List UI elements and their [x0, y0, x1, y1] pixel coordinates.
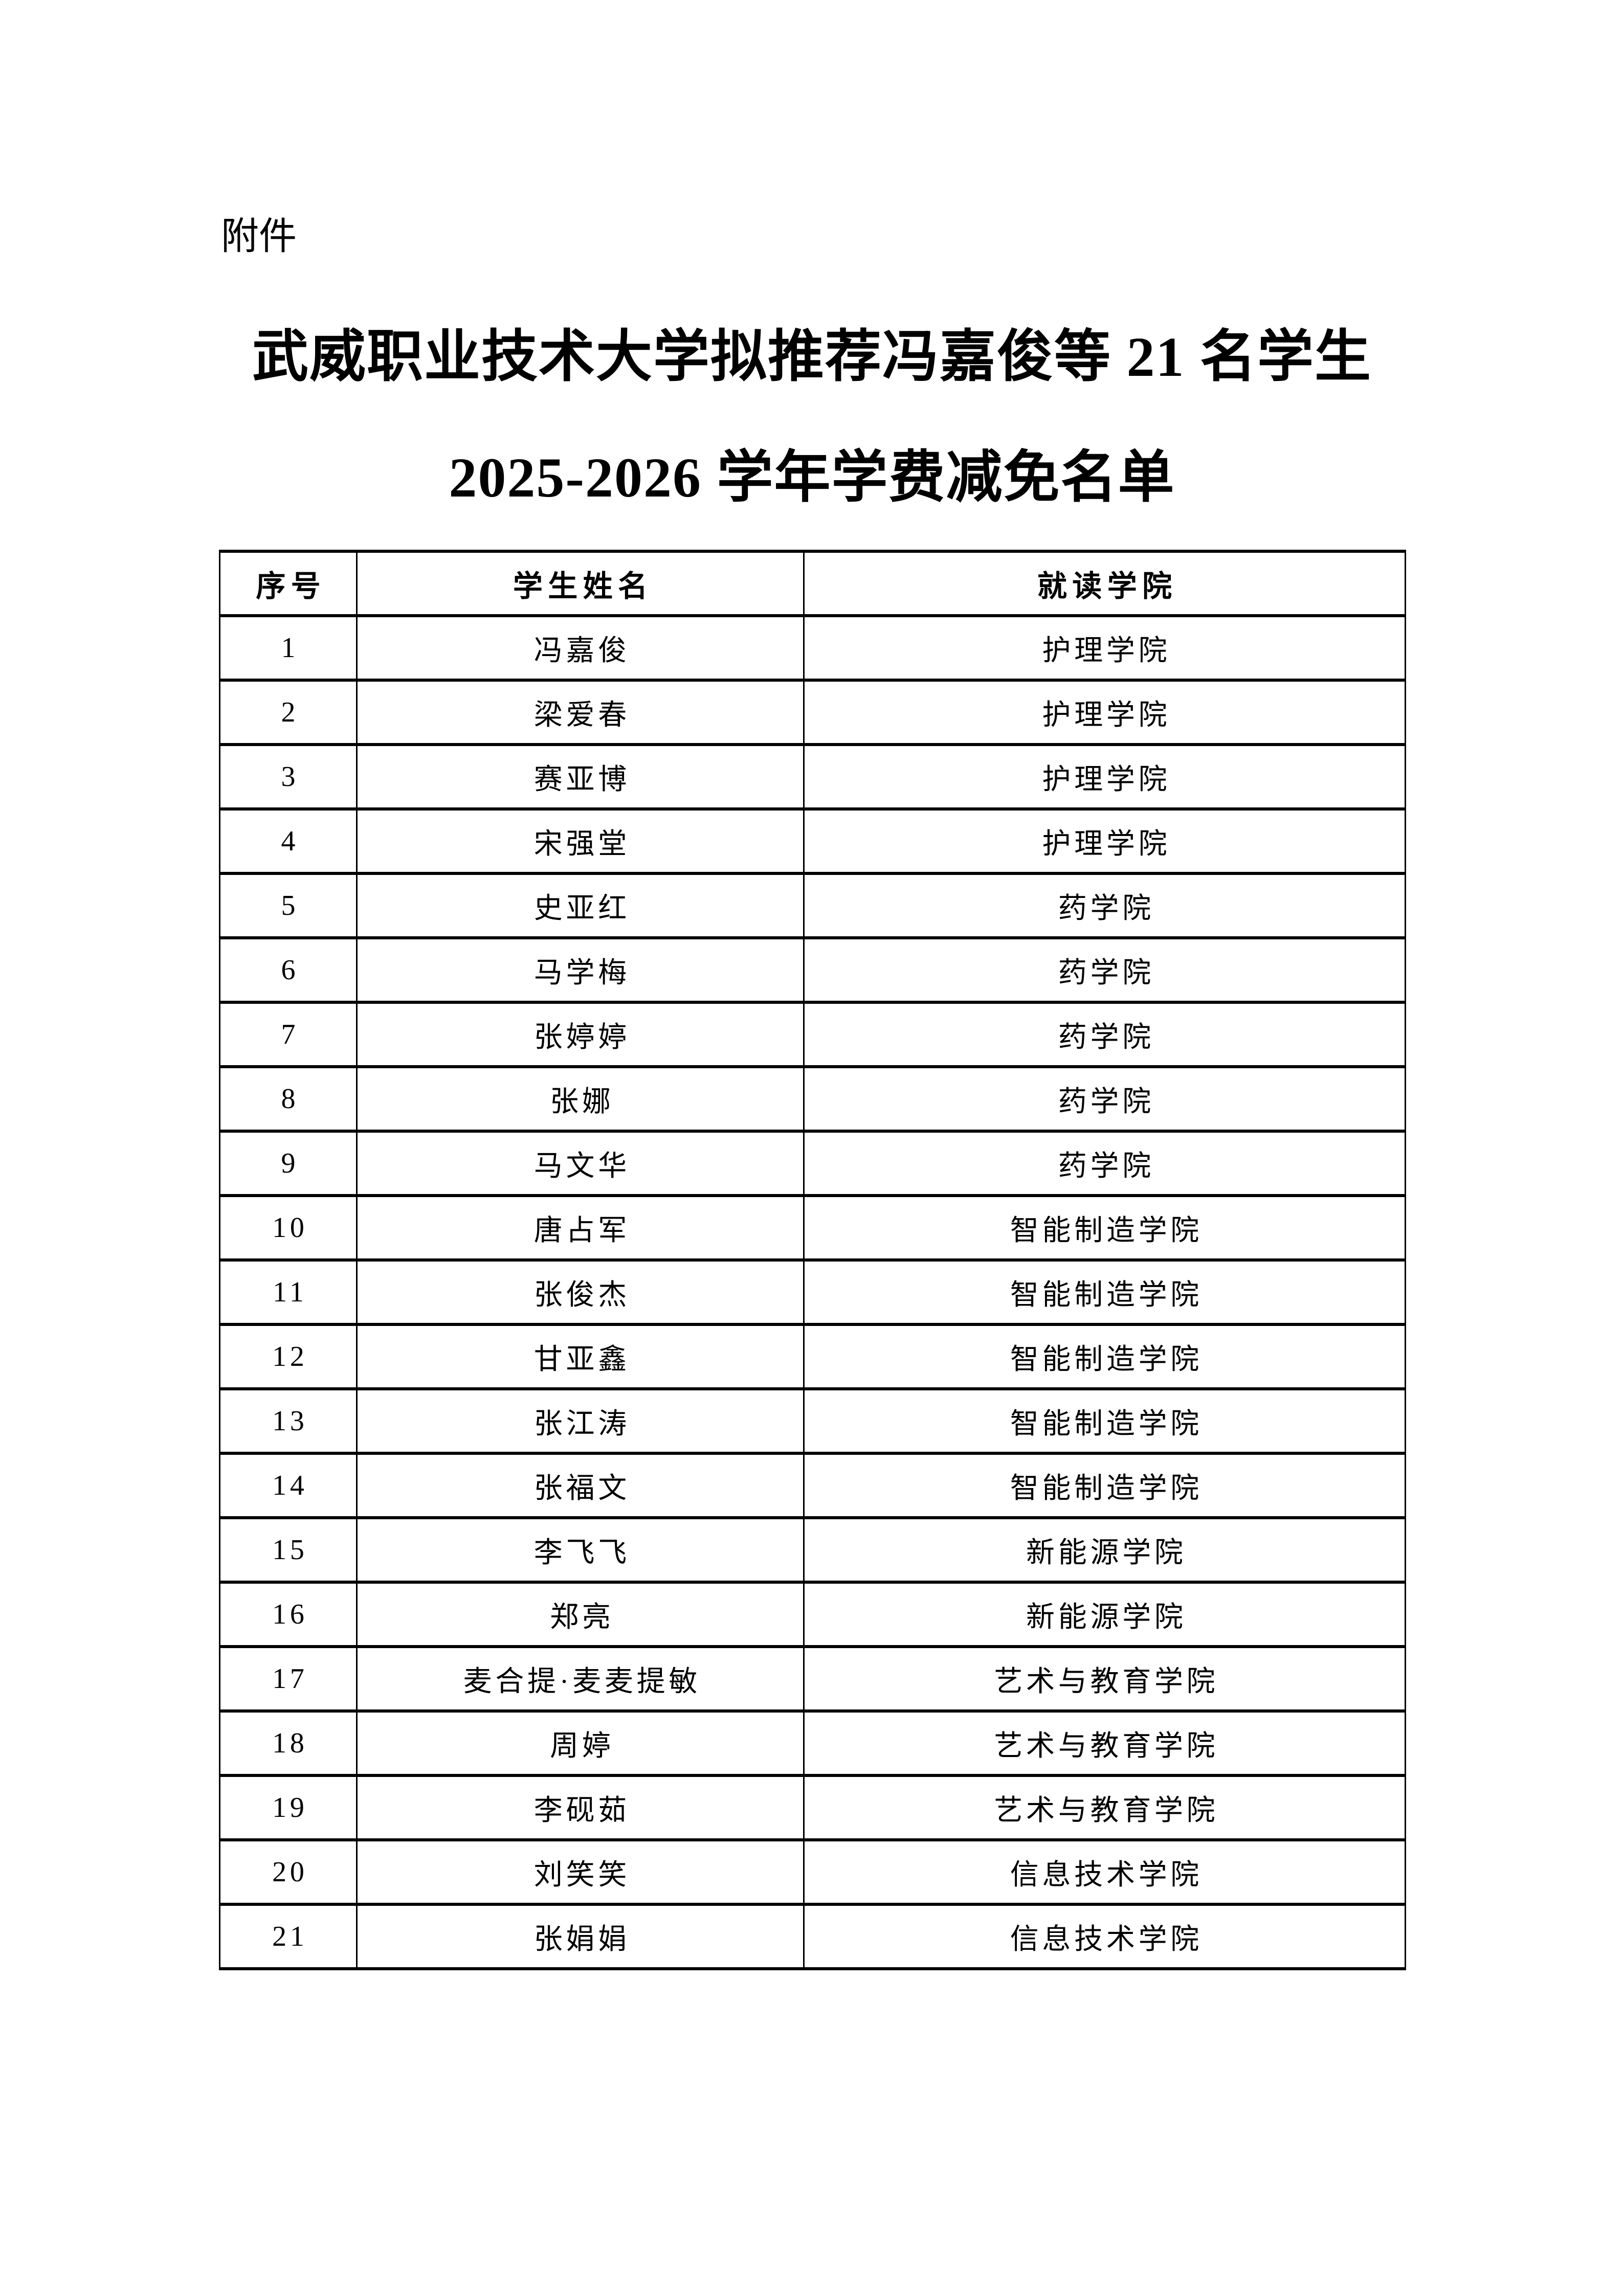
- table-row: 8 张娜 药学院: [219, 1065, 1406, 1133]
- cell-index: 19: [219, 1774, 358, 1841]
- cell-college: 智能制造学院: [803, 1387, 1406, 1455]
- cell-student-name: 麦合提·麦麦提敏: [356, 1645, 805, 1713]
- document-title-line2: 2025-2026 学年学费减免名单: [449, 446, 1175, 509]
- cell-college: 信息技术学院: [803, 1903, 1406, 1970]
- cell-student-name: 冯嘉俊: [356, 614, 805, 682]
- cell-college: 信息技术学院: [803, 1838, 1406, 1906]
- cell-index: 13: [219, 1387, 358, 1455]
- table-row: 17 麦合提·麦麦提敏 艺术与教育学院: [219, 1645, 1406, 1713]
- table-row: 4 宋强堂 护理学院: [219, 807, 1406, 875]
- table-row: 20 刘笑笑 信息技术学院: [219, 1838, 1406, 1906]
- cell-student-name: 张江涛: [356, 1387, 805, 1455]
- cell-index: 18: [219, 1709, 358, 1777]
- cell-college: 护理学院: [803, 614, 1406, 682]
- cell-student-name: 张福文: [356, 1452, 805, 1519]
- table-row: 12 甘亚鑫 智能制造学院: [219, 1323, 1406, 1390]
- table-row: 9 马文华 药学院: [219, 1130, 1406, 1197]
- cell-student-name: 宋强堂: [356, 807, 805, 875]
- cell-college: 护理学院: [803, 679, 1406, 746]
- cell-index: 8: [219, 1065, 358, 1133]
- cell-index: 7: [219, 1001, 358, 1068]
- cell-index: 21: [219, 1903, 358, 1970]
- cell-student-name: 张娜: [356, 1065, 805, 1133]
- cell-student-name: 赛亚博: [356, 743, 805, 811]
- cell-college: 药学院: [803, 872, 1406, 939]
- student-table: 序号 学生姓名 就读学院 1 冯嘉俊 护理学院 2 梁爱春 护理学院 3 赛亚博 护理学院 4 宋强堂护…: [219, 550, 1406, 1970]
- document-title-line1: 武威职业技术大学拟推荐冯嘉俊等 21 名学生: [252, 326, 1372, 388]
- cell-college: 智能制造学院: [803, 1452, 1406, 1519]
- cell-college: 护理学院: [803, 807, 1406, 875]
- cell-student-name: 马文华: [356, 1130, 805, 1197]
- cell-student-name: 张娟娟: [356, 1903, 805, 1970]
- table-row: 21 张娟娟 信息技术学院: [219, 1903, 1406, 1970]
- cell-index: 10: [219, 1194, 358, 1262]
- cell-college: 艺术与教育学院: [803, 1774, 1406, 1841]
- cell-index: 1: [219, 614, 358, 682]
- cell-index: 20: [219, 1838, 358, 1906]
- cell-college: 护理学院: [803, 743, 1406, 811]
- cell-student-name: 马学梅: [356, 936, 805, 1004]
- table-row: 5 史亚红 药学院: [219, 872, 1406, 939]
- table-row: 19 李砚茹 艺术与教育学院: [219, 1774, 1406, 1841]
- table-row: 14 张福文 智能制造学院: [219, 1452, 1406, 1519]
- cell-student-name: 唐占军: [356, 1194, 805, 1262]
- cell-index: 15: [219, 1516, 358, 1584]
- cell-college: 药学院: [803, 1065, 1406, 1133]
- table-row: 18 周婷 艺术与教育学院: [219, 1709, 1406, 1777]
- cell-student-name: 甘亚鑫: [356, 1323, 805, 1390]
- student-table-body: 1 冯嘉俊 护理学院 2 梁爱春 护理学院 3 赛亚博 护理学院 4 宋强堂 护理学院 5 史亚红 药学院 6…: [219, 614, 1406, 1970]
- cell-student-name: 李砚茹: [356, 1774, 805, 1841]
- table-row: 6 马学梅 药学院: [219, 936, 1406, 1004]
- table-row: 15 李飞飞 新能源学院: [219, 1516, 1406, 1584]
- cell-student-name: 周婷: [356, 1709, 805, 1777]
- cell-index: 12: [219, 1323, 358, 1390]
- cell-index: 4: [219, 807, 358, 875]
- cell-index: 2: [219, 679, 358, 746]
- document-title: 武威职业技术大学拟推荐冯嘉俊等 21 名学生 2025-2026 学年学费减免名…: [0, 297, 1624, 538]
- cell-college: 药学院: [803, 1001, 1406, 1068]
- cell-index: 9: [219, 1130, 358, 1197]
- column-header-college: 就读学院: [803, 550, 1406, 617]
- cell-college: 艺术与教育学院: [803, 1645, 1406, 1713]
- cell-index: 17: [219, 1645, 358, 1713]
- cell-student-name: 李飞飞: [356, 1516, 805, 1584]
- cell-student-name: 梁爱春: [356, 679, 805, 746]
- cell-college: 药学院: [803, 1130, 1406, 1197]
- table-row: 11 张俊杰 智能制造学院: [219, 1258, 1406, 1326]
- cell-college: 新能源学院: [803, 1516, 1406, 1584]
- cell-student-name: 刘笑笑: [356, 1838, 805, 1906]
- table-row: 3 赛亚博 护理学院: [219, 743, 1406, 811]
- cell-index: 5: [219, 872, 358, 939]
- student-table-head-row: 序号 学生姓名 就读学院: [219, 550, 1406, 617]
- cell-index: 3: [219, 743, 358, 811]
- cell-student-name: 张俊杰: [356, 1258, 805, 1326]
- cell-student-name: 郑亮: [356, 1581, 805, 1648]
- cell-college: 智能制造学院: [803, 1194, 1406, 1262]
- cell-index: 11: [219, 1258, 358, 1326]
- cell-college: 新能源学院: [803, 1581, 1406, 1648]
- cell-college: 智能制造学院: [803, 1258, 1406, 1326]
- cell-college: 艺术与教育学院: [803, 1709, 1406, 1777]
- column-header-index: 序号: [219, 550, 358, 617]
- table-row: 10 唐占军 智能制造学院: [219, 1194, 1406, 1262]
- table-row: 7 张婷婷 药学院: [219, 1001, 1406, 1068]
- cell-index: 14: [219, 1452, 358, 1519]
- cell-college: 智能制造学院: [803, 1323, 1406, 1390]
- cell-student-name: 张婷婷: [356, 1001, 805, 1068]
- table-row: 1 冯嘉俊 护理学院: [219, 614, 1406, 682]
- cell-index: 16: [219, 1581, 358, 1648]
- cell-index: 6: [219, 936, 358, 1004]
- table-row: 13 张江涛 智能制造学院: [219, 1387, 1406, 1455]
- table-row: 16 郑亮 新能源学院: [219, 1581, 1406, 1648]
- table-row: 2 梁爱春 护理学院: [219, 679, 1406, 746]
- cell-college: 药学院: [803, 936, 1406, 1004]
- column-header-student-name: 学生姓名: [356, 550, 805, 617]
- attachment-label: 附件: [221, 215, 297, 257]
- cell-student-name: 史亚红: [356, 872, 805, 939]
